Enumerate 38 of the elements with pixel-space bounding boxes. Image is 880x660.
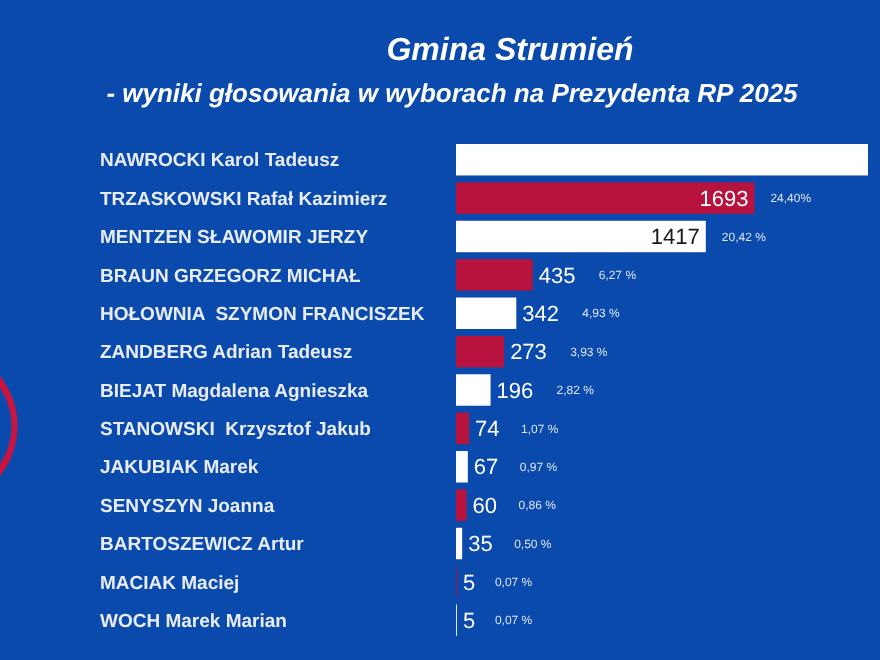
bar	[456, 297, 517, 329]
bar	[456, 374, 491, 406]
data-label: 60	[472, 494, 498, 519]
data-label: 435	[538, 264, 576, 289]
bar	[456, 259, 533, 291]
y-tick-label: MACIAK Maciej	[100, 572, 240, 595]
y-tick-label: ZANDBERG Adrian Tadeusz	[100, 342, 353, 365]
data-label: 67	[473, 456, 499, 481]
bar	[456, 489, 467, 521]
data-label: 1417	[650, 226, 700, 251]
bar	[456, 182, 755, 214]
bar	[456, 144, 868, 176]
data-label: 74	[475, 418, 500, 443]
y-tick-label: BIEJAT Magdalena Agnieszka	[100, 380, 370, 403]
y-tick-label: MENTZEN SŁAWOMIR JERZY	[100, 227, 370, 250]
y-tick-label: STANOWSKI Krzysztof Jakub	[100, 419, 372, 442]
data-label: 342	[522, 302, 560, 327]
data-label: 5	[462, 571, 476, 596]
data-label: 1693	[699, 187, 749, 212]
chart-subtitle: - wyniki głosowania w wyborach na Prezydenta RP 2025	[106, 78, 800, 108]
y-tick-label: WOCH Marek Marian	[100, 610, 288, 633]
data-label: 196	[496, 379, 534, 404]
bar	[456, 220, 706, 253]
data-label: 273	[510, 341, 547, 366]
y-tick-label: NAWROCKI Karol Tadeusz	[100, 150, 340, 173]
y-tick-label: TRZASKOWSKI Rafał Kazimierz	[100, 188, 388, 211]
bar	[456, 412, 470, 445]
bar	[456, 527, 463, 560]
y-tick-label: SENYSZYN Joanna	[100, 495, 276, 518]
y-tick-label: JAKUBIAK Marek	[100, 457, 260, 480]
chart-title: Gmina Strumień	[386, 34, 635, 68]
y-tick-label: HOŁOWNIA SZYMON FRANCISZEK	[100, 303, 425, 326]
bar	[456, 335, 505, 368]
data-label: 35	[468, 533, 493, 558]
bar	[456, 451, 468, 483]
data-label: 5	[462, 609, 476, 634]
y-tick-label: BARTOSZEWICZ Artur	[100, 534, 305, 557]
y-tick-label: BRAUN GRZEGORZ MICHAŁ	[100, 265, 362, 288]
